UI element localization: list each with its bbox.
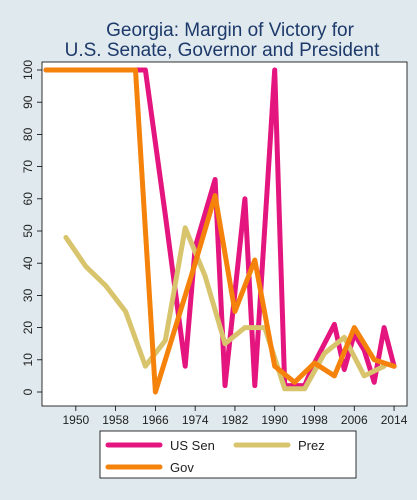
y-tick-label: 40	[21, 256, 35, 270]
x-tick-label: 2006	[341, 413, 368, 427]
series-layer	[43, 67, 397, 395]
x-tick-label: 1974	[182, 413, 209, 427]
series-line-us-sen	[43, 67, 397, 389]
x-tick-label: 1990	[261, 413, 288, 427]
x-tick-label: 1982	[222, 413, 249, 427]
chart-title-line-1: Georgia: Margin of Victory for	[106, 20, 354, 41]
y-tick-label: 10	[21, 353, 35, 367]
x-tick-label: 1998	[301, 413, 328, 427]
x-tick-label: 2014	[381, 413, 408, 427]
legend: US Sen Prez Gov	[105, 438, 325, 475]
series-line-gov	[43, 67, 397, 395]
x-tick-label: 1950	[62, 413, 89, 427]
series-line-prez	[63, 225, 387, 392]
y-tick-label: 70	[21, 160, 35, 174]
legend-gov-label: Gov	[170, 460, 194, 475]
y-tick-label: 20	[21, 321, 35, 335]
y-tick-label: 100	[21, 60, 35, 80]
x-axis: 1950 1958 1966 1974 1982 1990 1998 2006 2014	[62, 406, 408, 427]
y-tick-label: 0	[21, 388, 35, 395]
legend-prez-label: Prez	[298, 438, 325, 453]
legend-box	[99, 430, 357, 479]
y-tick-label: 60	[21, 192, 35, 206]
x-tick-label: 1966	[142, 413, 169, 427]
y-tick-label: 30	[21, 288, 35, 302]
legend-us-sen-label: US Sen	[170, 438, 215, 453]
y-axis: 0 10 20 30 40 50 60 70 80 90 100	[21, 60, 42, 395]
y-tick-label: 80	[21, 127, 35, 141]
y-tick-label: 90	[21, 95, 35, 109]
chart-title-line-2: U.S. Senate, Governor and President	[65, 40, 380, 61]
y-tick-label: 50	[21, 224, 35, 238]
x-tick-label: 1958	[102, 413, 129, 427]
